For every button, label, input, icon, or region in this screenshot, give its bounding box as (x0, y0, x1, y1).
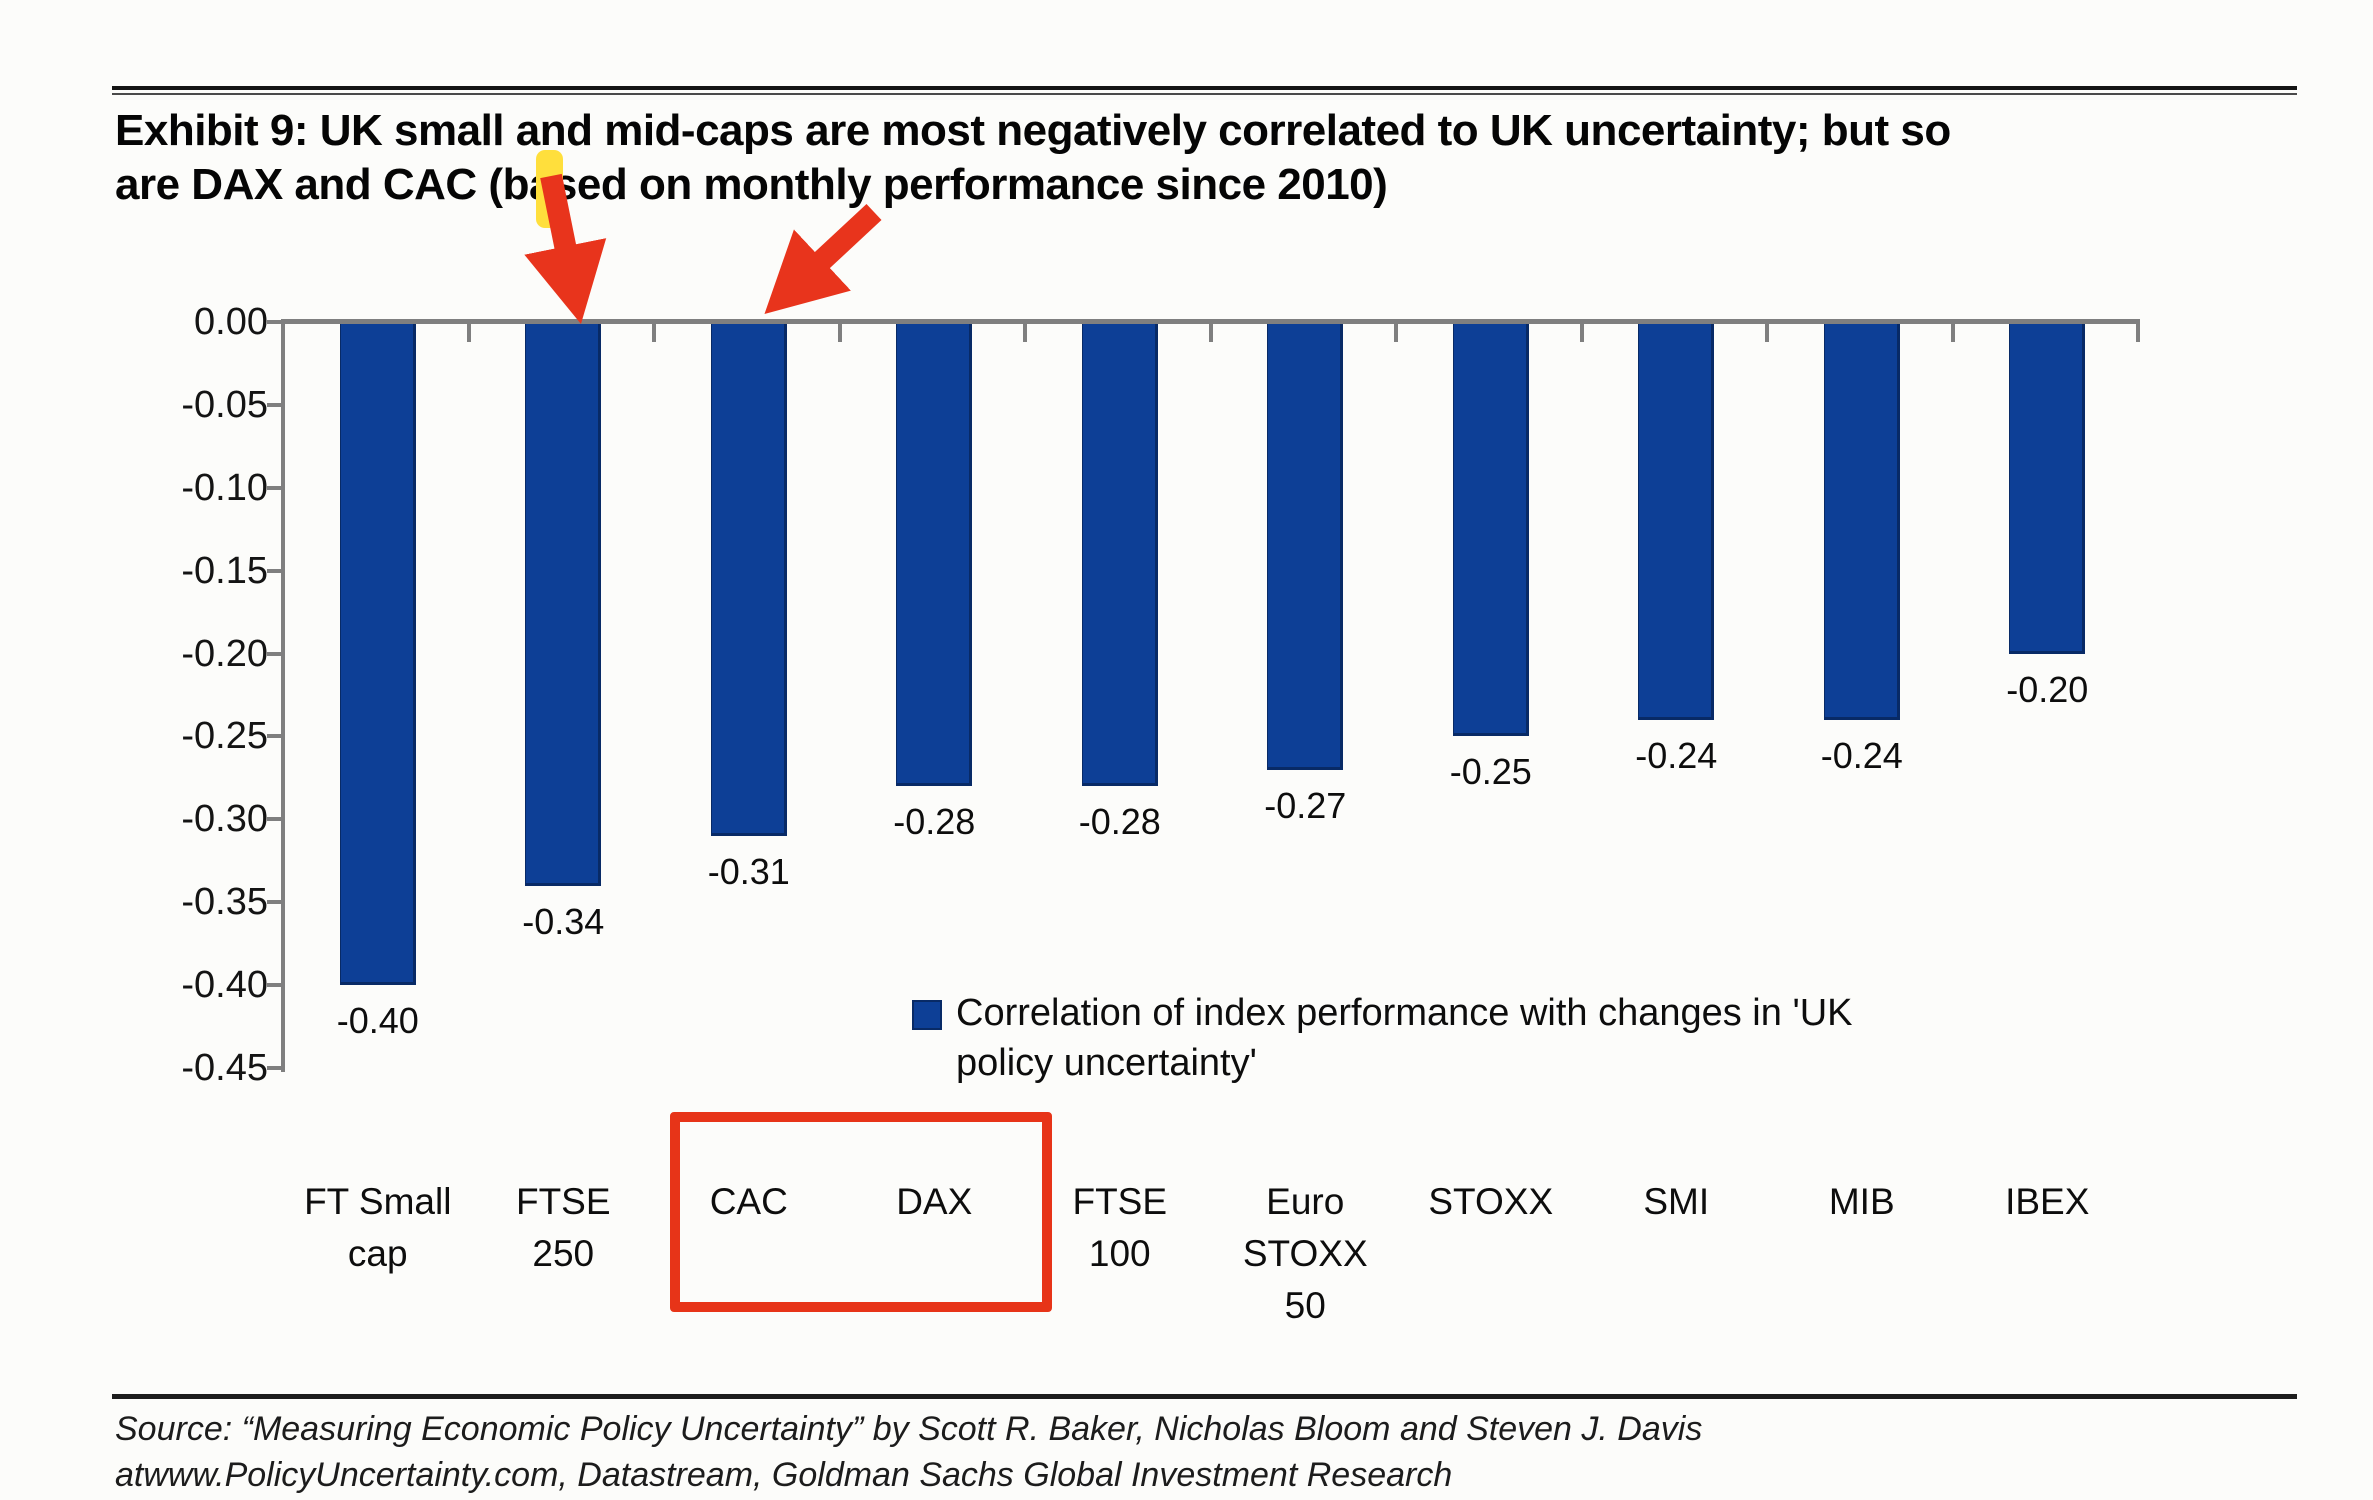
source-note: Source: “Measuring Economic Policy Uncer… (115, 1406, 2315, 1498)
x-axis-category-label: DAX (896, 1181, 973, 1222)
bar-stoxx (1452, 324, 1529, 737)
x-axis-boundary-tick (837, 324, 842, 342)
x-axis-category-label: FTSE 100 (1072, 1181, 1168, 1274)
y-axis-tick-label: -0.10 (181, 466, 268, 509)
x-axis-category-label: FT Small cap (304, 1181, 452, 1274)
bar-value-label: -0.34 (522, 900, 605, 942)
x-axis-boundary-tick (1208, 324, 1213, 342)
y-axis-tick (267, 485, 285, 490)
y-axis-tick-label: 0.00 (194, 301, 268, 343)
y-axis-tick (267, 900, 285, 905)
bar-cac (710, 324, 787, 836)
y-axis-tick-label: -0.20 (181, 632, 268, 675)
bar-value-label: -0.20 (2006, 668, 2089, 710)
y-axis-line (281, 322, 285, 1072)
bar-value-label: -0.24 (1635, 734, 1718, 776)
y-axis-tick (267, 734, 285, 739)
y-axis-tick (267, 1066, 285, 1070)
x-axis-boundary-tick (1394, 324, 1398, 342)
bar-mib (1823, 324, 1900, 720)
y-axis-tick (267, 402, 285, 407)
bar-ftse-250 (525, 324, 602, 886)
bar-smi (1638, 324, 1715, 720)
x-axis-category-label: IBEX (2005, 1181, 2090, 1222)
x-axis-category-label: FTSE 250 (515, 1181, 611, 1274)
x-axis-boundary-tick (1023, 324, 1027, 342)
y-axis-tick-label: -0.30 (181, 798, 268, 841)
y-axis-tick (267, 651, 285, 656)
y-axis-tick-label: -0.45 (181, 1047, 268, 1089)
legend-label-line2: policy uncertainty' (956, 1042, 1257, 1084)
x-axis-boundary-tick (2136, 324, 2140, 342)
bar-ibex (2009, 324, 2086, 654)
y-axis-tick (267, 568, 285, 573)
bar-value-label: -0.31 (707, 850, 790, 892)
x-axis-boundary-tick (1765, 324, 1769, 342)
footer-rule (112, 1394, 2297, 1399)
y-axis-tick-label: -0.05 (181, 383, 268, 426)
x-axis-zero-line (281, 319, 2140, 324)
bar-value-label: -0.27 (1264, 784, 1347, 826)
y-axis-tick-label: -0.25 (181, 715, 268, 758)
cac-dax-highlight-box (670, 1112, 1052, 1312)
bar-value-label: -0.40 (336, 1000, 419, 1042)
y-axis-tick-label: -0.15 (181, 549, 268, 592)
chart-legend: Correlation of index performance with ch… (912, 988, 1853, 1088)
y-axis-tick-label: -0.40 (181, 964, 268, 1007)
bar-value-label: -0.28 (1078, 801, 1161, 843)
legend-label: Correlation of index performance with ch… (956, 988, 1853, 1088)
bar-ftse-100 (1081, 324, 1158, 787)
exhibit-title: Exhibit 9: UK small and mid-caps are mos… (115, 104, 2345, 212)
x-axis-boundary-tick (466, 324, 471, 342)
y-axis-tick (267, 320, 285, 324)
x-axis-category-label: STOXX (1428, 1181, 1554, 1222)
bar-dax (896, 324, 973, 787)
source-line2: atwww.PolicyUncertainty.com, Datastream,… (115, 1456, 1453, 1494)
x-axis-boundary-tick (652, 324, 656, 342)
source-line1: Source: “Measuring Economic Policy Uncer… (115, 1410, 1703, 1448)
exhibit-title-line1: Exhibit 9: UK small and mid-caps are mos… (115, 106, 1951, 155)
x-axis-boundary-tick (1950, 324, 1955, 342)
exhibit-title-line2: are DAX and CAC (based on monthly perfor… (115, 160, 1388, 209)
legend-label-line1: Correlation of index performance with ch… (956, 992, 1853, 1034)
bar-ft-small-cap (339, 324, 416, 986)
bar-value-label: -0.25 (1449, 751, 1532, 793)
bar-value-label: -0.28 (893, 801, 976, 843)
legend-marker-square (912, 1000, 942, 1030)
x-axis-category-label: SMI (1643, 1181, 1710, 1222)
bar-value-label: -0.24 (1820, 734, 1903, 776)
y-axis-tick (267, 983, 285, 988)
x-axis-category-label: Euro STOXX 50 (1242, 1181, 1368, 1326)
x-axis-boundary-tick (1579, 324, 1584, 342)
x-axis-category-label: CAC (709, 1181, 788, 1222)
y-axis-tick (267, 817, 285, 822)
header-double-rule (112, 86, 2297, 95)
x-axis-category-label: MIB (1828, 1181, 1895, 1222)
bar-euro-stoxx-50 (1267, 324, 1344, 770)
y-axis-tick-label: -0.35 (181, 881, 268, 924)
